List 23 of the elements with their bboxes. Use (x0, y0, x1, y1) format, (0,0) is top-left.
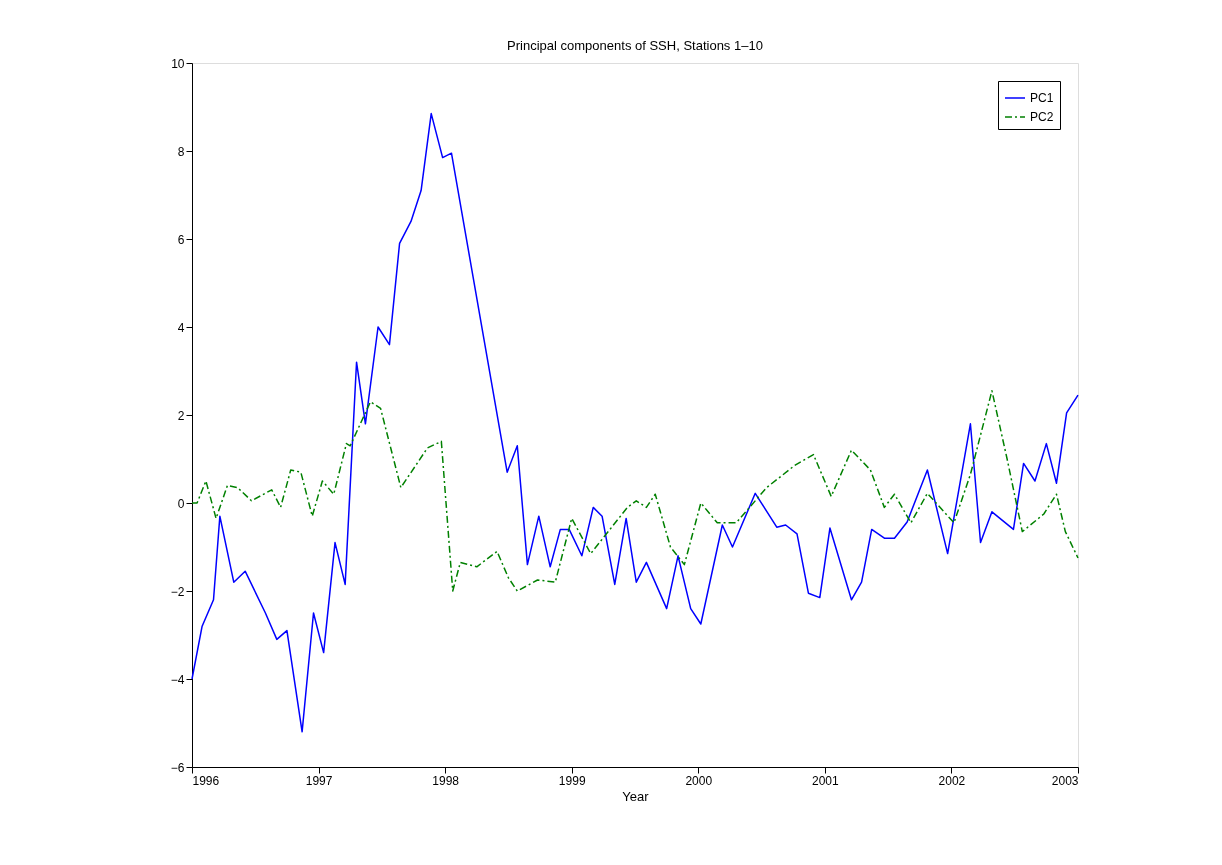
x-tick-label: 2001 (812, 773, 840, 788)
y-tick-label: 2 (177, 408, 185, 423)
line-series (191, 390, 1079, 592)
y-tick-label: −4 (170, 672, 185, 687)
x-axis-title: Year (622, 788, 650, 804)
y-tick-label: 8 (177, 144, 185, 159)
legend-label: PC1 (1030, 91, 1054, 105)
y-tick-label: 10 (171, 56, 185, 71)
line-series (191, 112, 1079, 733)
y-tick-label: 4 (177, 320, 185, 335)
y-tick-label: −2 (170, 584, 185, 599)
x-tick-label: 2000 (685, 773, 713, 788)
x-tick-label: 1996 (192, 773, 220, 788)
x-tick-label: 2003 (1051, 773, 1079, 788)
y-tick-label: 0 (177, 496, 185, 511)
legend-label: PC2 (1030, 110, 1054, 124)
x-tick-label: 1998 (432, 773, 460, 788)
chart-title: Principal components of SSH, Stations 1–10 (507, 38, 763, 53)
x-tick-label: 2002 (938, 773, 966, 788)
y-tick-label: −6 (170, 760, 185, 775)
x-tick-label: 1997 (305, 773, 333, 788)
x-tick-label: 1999 (558, 773, 586, 788)
y-tick-label: 6 (177, 232, 185, 247)
